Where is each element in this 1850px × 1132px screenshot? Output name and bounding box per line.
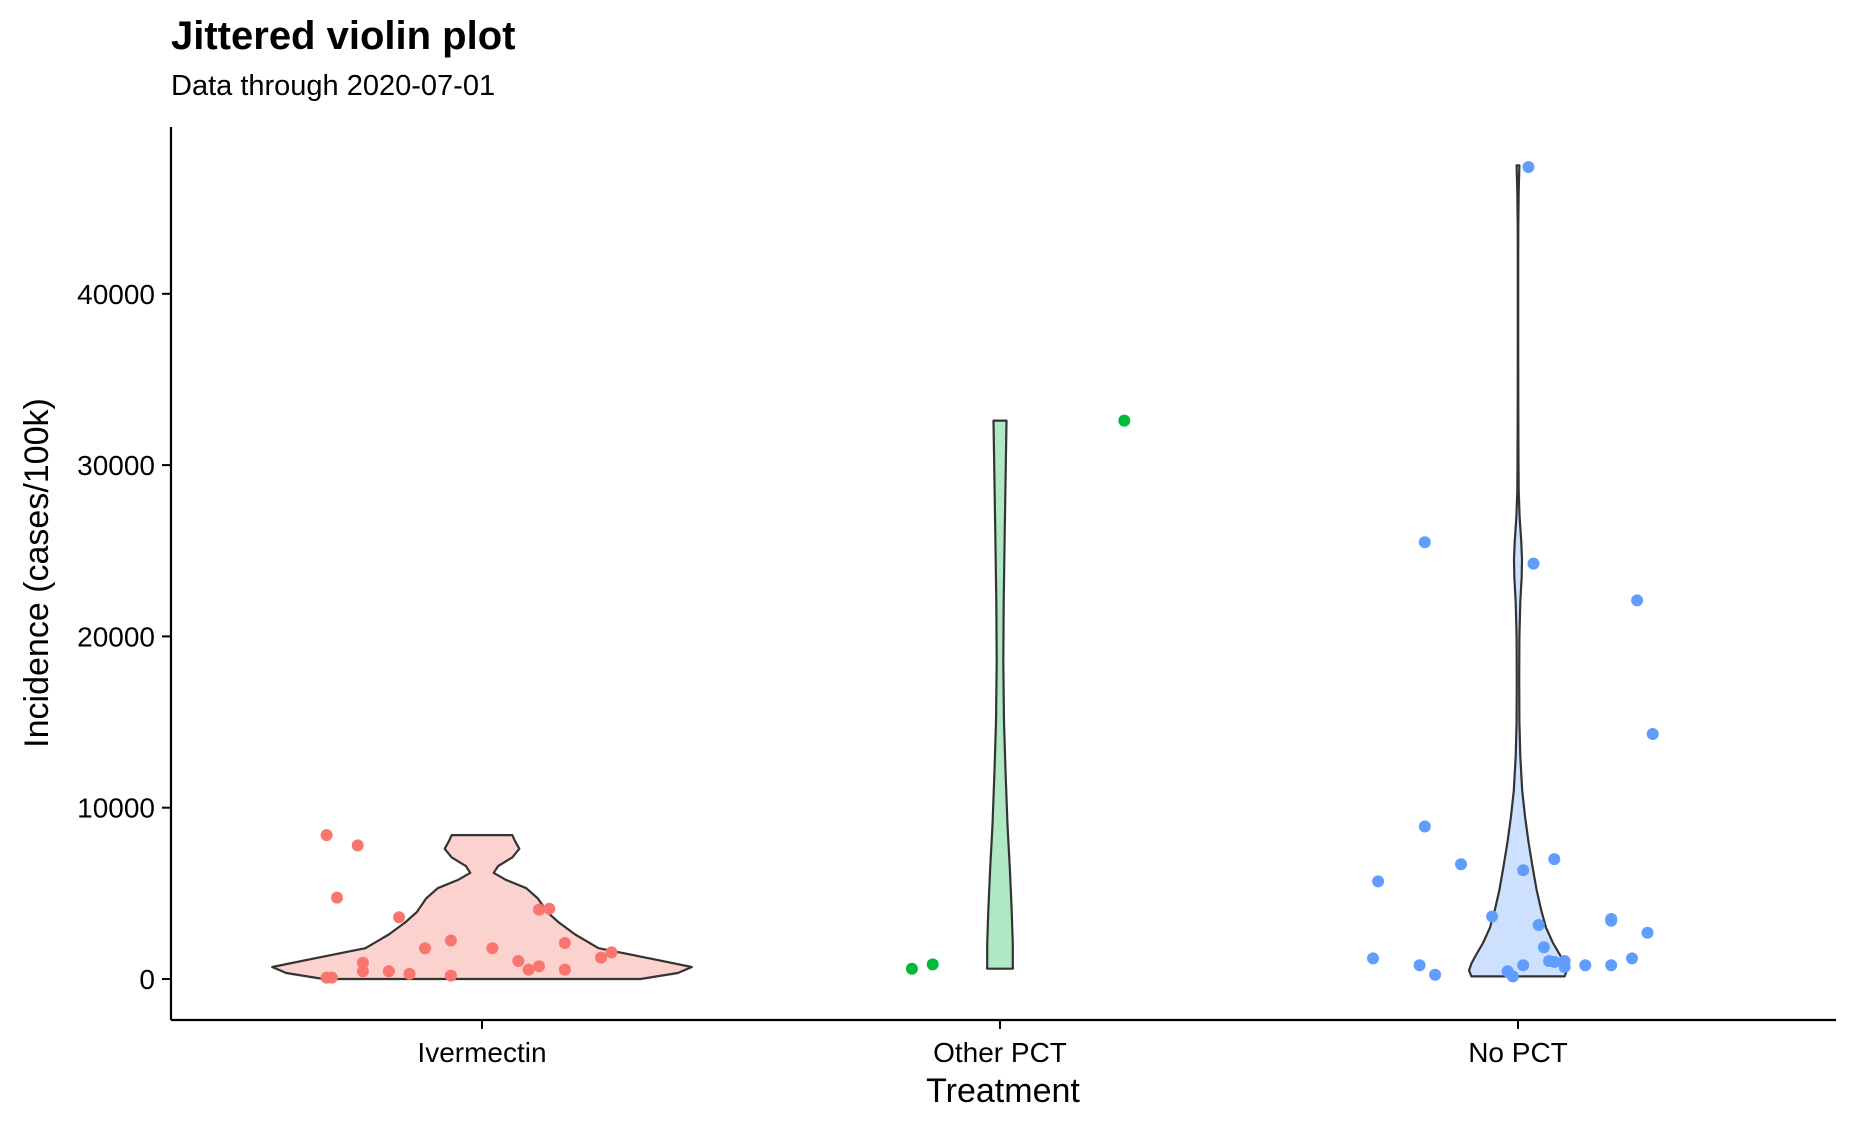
point-no-pct [1517, 959, 1530, 972]
point-ivermectin [522, 963, 535, 976]
point-no-pct [1429, 968, 1442, 981]
point-ivermectin [320, 829, 333, 842]
point-ivermectin [533, 960, 545, 973]
chart-title: Jittered violin plot [171, 14, 516, 58]
point-no-pct [1579, 959, 1592, 972]
point-ivermectin [331, 891, 343, 904]
point-no-pct [1413, 959, 1426, 972]
point-no-pct [1605, 959, 1618, 972]
point-no-pct [1506, 970, 1519, 983]
point-ivermectin [444, 934, 457, 947]
point-no-pct [1486, 910, 1499, 923]
point-ivermectin [356, 956, 369, 969]
violin-ivermectin [271, 834, 693, 981]
point-ivermectin [605, 946, 618, 959]
y-tick-label-30000: 30000 [77, 450, 155, 481]
point-ivermectin [325, 971, 338, 984]
point-ivermectin [393, 911, 406, 924]
point-ivermectin [543, 902, 556, 915]
point-no-pct [1372, 875, 1385, 888]
point-no-pct [1626, 952, 1638, 965]
point-ivermectin [512, 955, 525, 967]
x-ticks: Ivermectin Other PCT No PCT [417, 1020, 1568, 1068]
point-other-pct [926, 958, 939, 971]
point-no-pct [1631, 594, 1644, 607]
point-no-pct [1517, 864, 1530, 877]
point-no-pct [1641, 926, 1654, 939]
point-ivermectin [595, 951, 608, 964]
y-tick-label-0: 0 [139, 964, 155, 995]
y-tick-label-20000: 20000 [77, 621, 155, 652]
point-no-pct [1455, 858, 1467, 871]
violin-no-pct [1467, 164, 1569, 978]
point-ivermectin [403, 967, 416, 980]
point-ivermectin [558, 937, 571, 949]
point-no-pct [1527, 557, 1540, 570]
point-no-pct [1605, 914, 1618, 927]
point-ivermectin [486, 942, 499, 955]
point-ivermectin [558, 963, 571, 976]
x-axis-title: Treatment [926, 1072, 1080, 1110]
point-other-pct [1118, 414, 1131, 427]
point-no-pct [1367, 952, 1379, 965]
point-ivermectin [533, 903, 545, 916]
point-no-pct [1646, 728, 1659, 740]
y-tick-label-10000: 10000 [77, 793, 155, 824]
point-no-pct [1532, 919, 1545, 931]
point-ivermectin [382, 965, 395, 978]
point-ivermectin [419, 942, 431, 955]
point-other-pct [905, 962, 918, 975]
point-no-pct [1548, 853, 1561, 866]
point-ivermectin [444, 969, 457, 982]
point-no-pct [1558, 961, 1571, 973]
point-no-pct [1418, 536, 1431, 549]
points-layer [320, 161, 1659, 984]
point-ivermectin [351, 839, 364, 852]
x-tick-label-other-pct: Other PCT [933, 1037, 1067, 1068]
chart-subtitle: Data through 2020-07-01 [171, 70, 496, 102]
point-no-pct [1537, 941, 1550, 954]
point-no-pct [1418, 820, 1431, 833]
point-no-pct [1548, 955, 1561, 968]
violin-other-pct [986, 419, 1014, 970]
y-axis-title: Incidence (cases/100k) [18, 398, 56, 748]
point-no-pct [1522, 161, 1535, 173]
y-tick-label-40000: 40000 [77, 279, 155, 310]
x-tick-label-no-pct: No PCT [1468, 1037, 1568, 1068]
point-ivermectin [356, 965, 369, 978]
x-tick-label-ivermectin: Ivermectin [417, 1037, 546, 1068]
axes-layer [169, 127, 1836, 1022]
y-ticks: 0 10000 20000 30000 40000 [77, 279, 171, 995]
violin-layer [271, 164, 1569, 981]
